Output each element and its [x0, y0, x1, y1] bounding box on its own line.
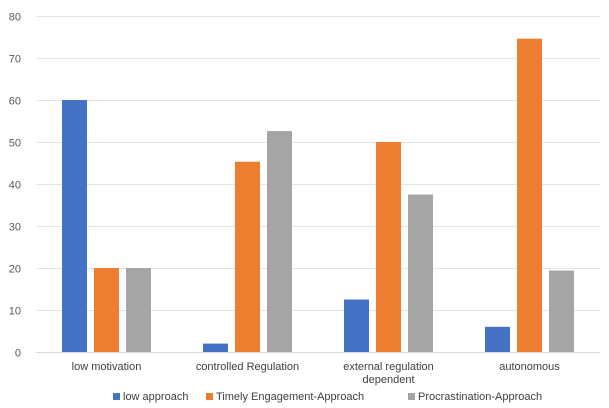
legend-swatch — [113, 393, 120, 400]
y-tick-label: 60 — [9, 96, 21, 108]
y-tick-label: 80 — [9, 12, 21, 24]
bar-low-approach — [344, 299, 369, 352]
legend-swatch — [408, 393, 415, 400]
bar-timely-engagement-approach — [517, 38, 542, 353]
y-tick-label: 20 — [9, 264, 21, 276]
y-tick-label: 70 — [9, 54, 21, 66]
bar-low-approach — [62, 100, 87, 352]
bar-timely-engagement-approach — [94, 268, 119, 352]
bar-procrastination-approach — [408, 194, 433, 352]
bars — [62, 38, 574, 353]
y-tick-label: 0 — [15, 348, 21, 360]
legend-label: Timely Engagement-Approach — [216, 391, 364, 403]
x-axis-categories: low motivation controlled Regulation exter… — [72, 361, 561, 386]
y-tick-label: 10 — [9, 306, 21, 318]
legend: low approach Timely Engagement-Approach Pr… — [113, 391, 542, 403]
x-category-label: autonomous — [499, 361, 560, 373]
bar-low-approach — [203, 343, 228, 352]
bar-low-approach — [485, 326, 510, 352]
bar-timely-engagement-approach — [235, 161, 260, 352]
bar-procrastination-approach — [267, 131, 292, 352]
bar-procrastination-approach — [549, 270, 574, 352]
y-tick-label: 40 — [9, 180, 21, 192]
x-category-label: external regulation — [343, 361, 434, 373]
x-category-label: low motivation — [72, 361, 142, 373]
legend-label: Procrastination-Approach — [418, 391, 542, 403]
legend-swatch — [206, 393, 213, 400]
bar-procrastination-approach — [126, 268, 151, 352]
y-axis-ticks: 0 10 20 30 40 50 60 70 80 — [9, 12, 21, 360]
x-category-label: controlled Regulation — [196, 361, 299, 373]
bar-timely-engagement-approach — [376, 142, 401, 352]
y-tick-label: 50 — [9, 138, 21, 150]
x-category-label: dependent — [363, 374, 415, 386]
y-tick-label: 30 — [9, 222, 21, 234]
gridlines — [36, 16, 600, 311]
legend-label: low approach — [123, 391, 188, 403]
